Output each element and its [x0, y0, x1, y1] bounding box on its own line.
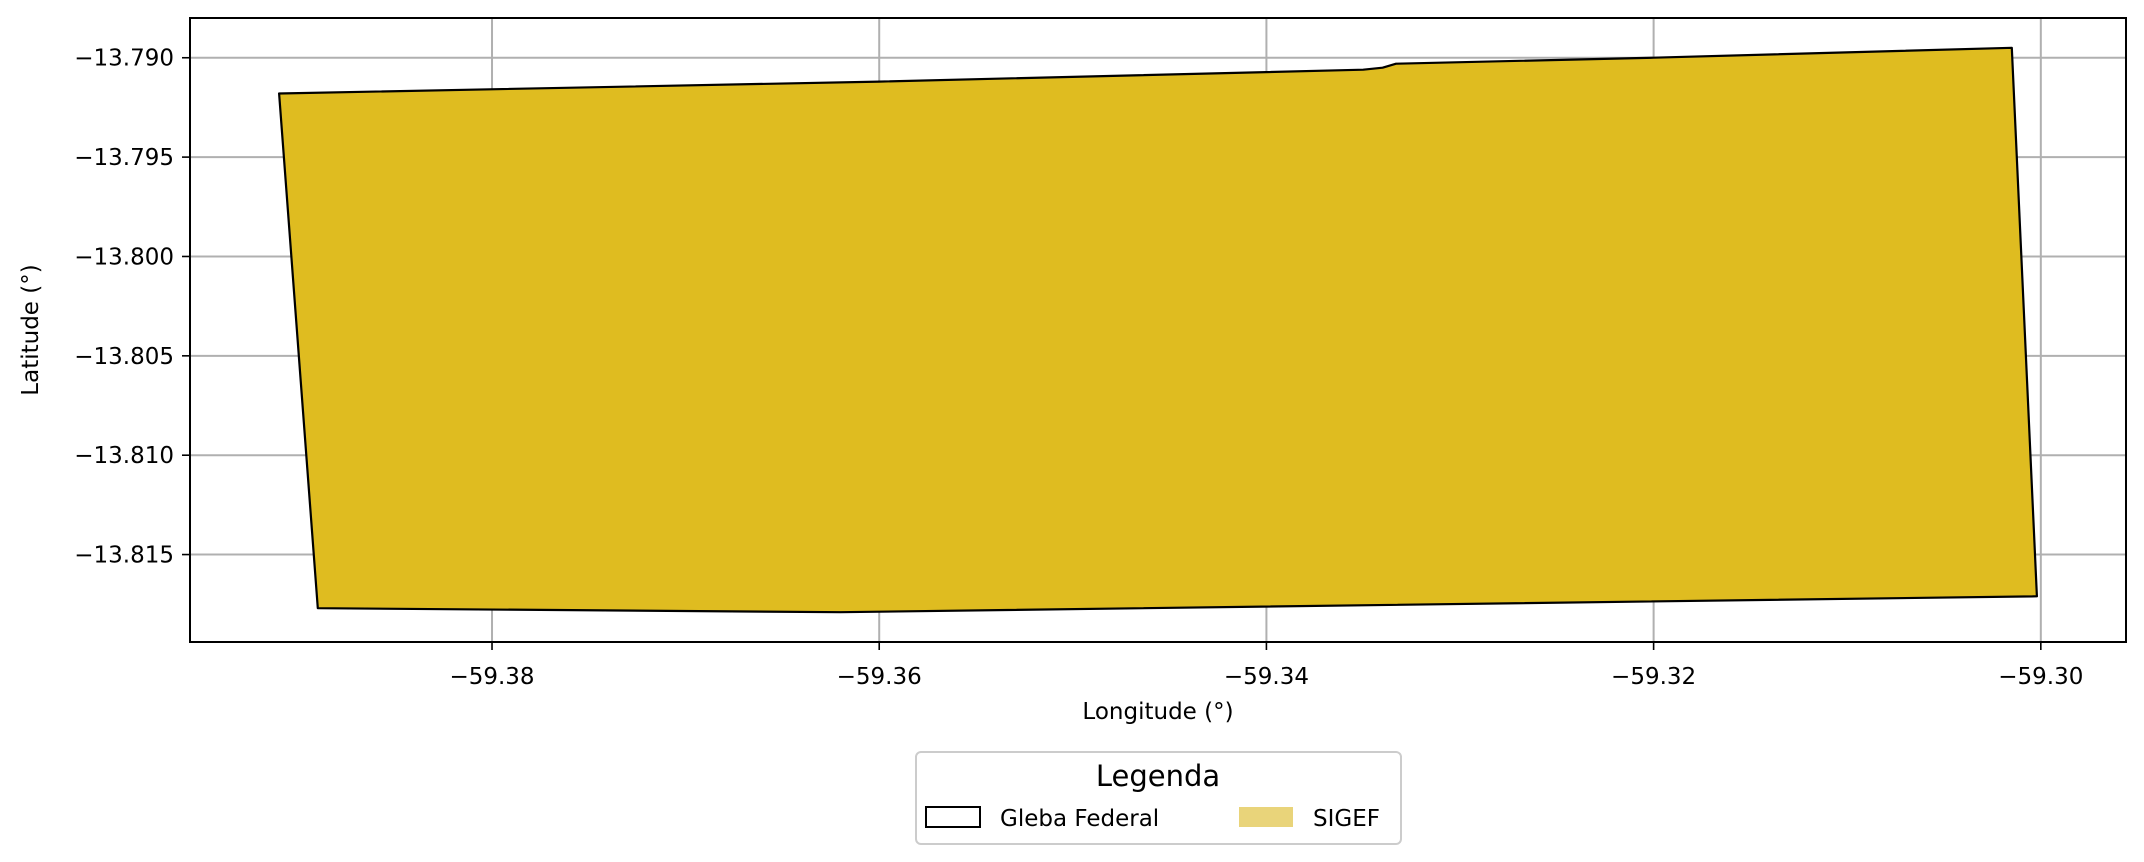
legend-label-sigef: SIGEF	[1313, 806, 1380, 832]
x-axis-label: Longitude (°)	[1082, 699, 1233, 725]
x-tick-label: −59.34	[1224, 664, 1309, 690]
polygon-gleba-federal	[278, 46, 2039, 614]
x-tick-label: −59.36	[837, 664, 922, 690]
x-tick-label: −59.38	[449, 664, 534, 690]
y-tick-label: −13.790	[74, 46, 174, 72]
y-tick-label: −13.805	[74, 344, 174, 370]
legend-title: Legenda	[1096, 759, 1220, 793]
y-tick-label: −13.795	[74, 145, 174, 171]
x-tick-label: −59.32	[1611, 664, 1696, 690]
y-tick-label: −13.810	[74, 443, 174, 469]
axis-ticks: −59.38 −59.36 −59.34 −59.32 −59.30 −13.790 −13…	[74, 46, 2083, 690]
polygon-sigef	[279, 47, 2037, 613]
y-axis-label: Latitude (°)	[18, 264, 44, 395]
legend-swatch-sigef	[1239, 807, 1293, 827]
legend: Legenda Gleba Federal SIGEF	[915, 751, 1402, 845]
legend-label-gleba-federal: Gleba Federal	[1000, 806, 1159, 832]
y-tick-label: −13.815	[74, 543, 174, 569]
legend-swatch-gleba-federal	[925, 806, 981, 828]
y-tick-label: −13.800	[74, 244, 174, 270]
x-tick-label: −59.30	[1998, 664, 2083, 690]
map-layers	[278, 46, 2039, 614]
plot-frame	[189, 17, 2127, 643]
